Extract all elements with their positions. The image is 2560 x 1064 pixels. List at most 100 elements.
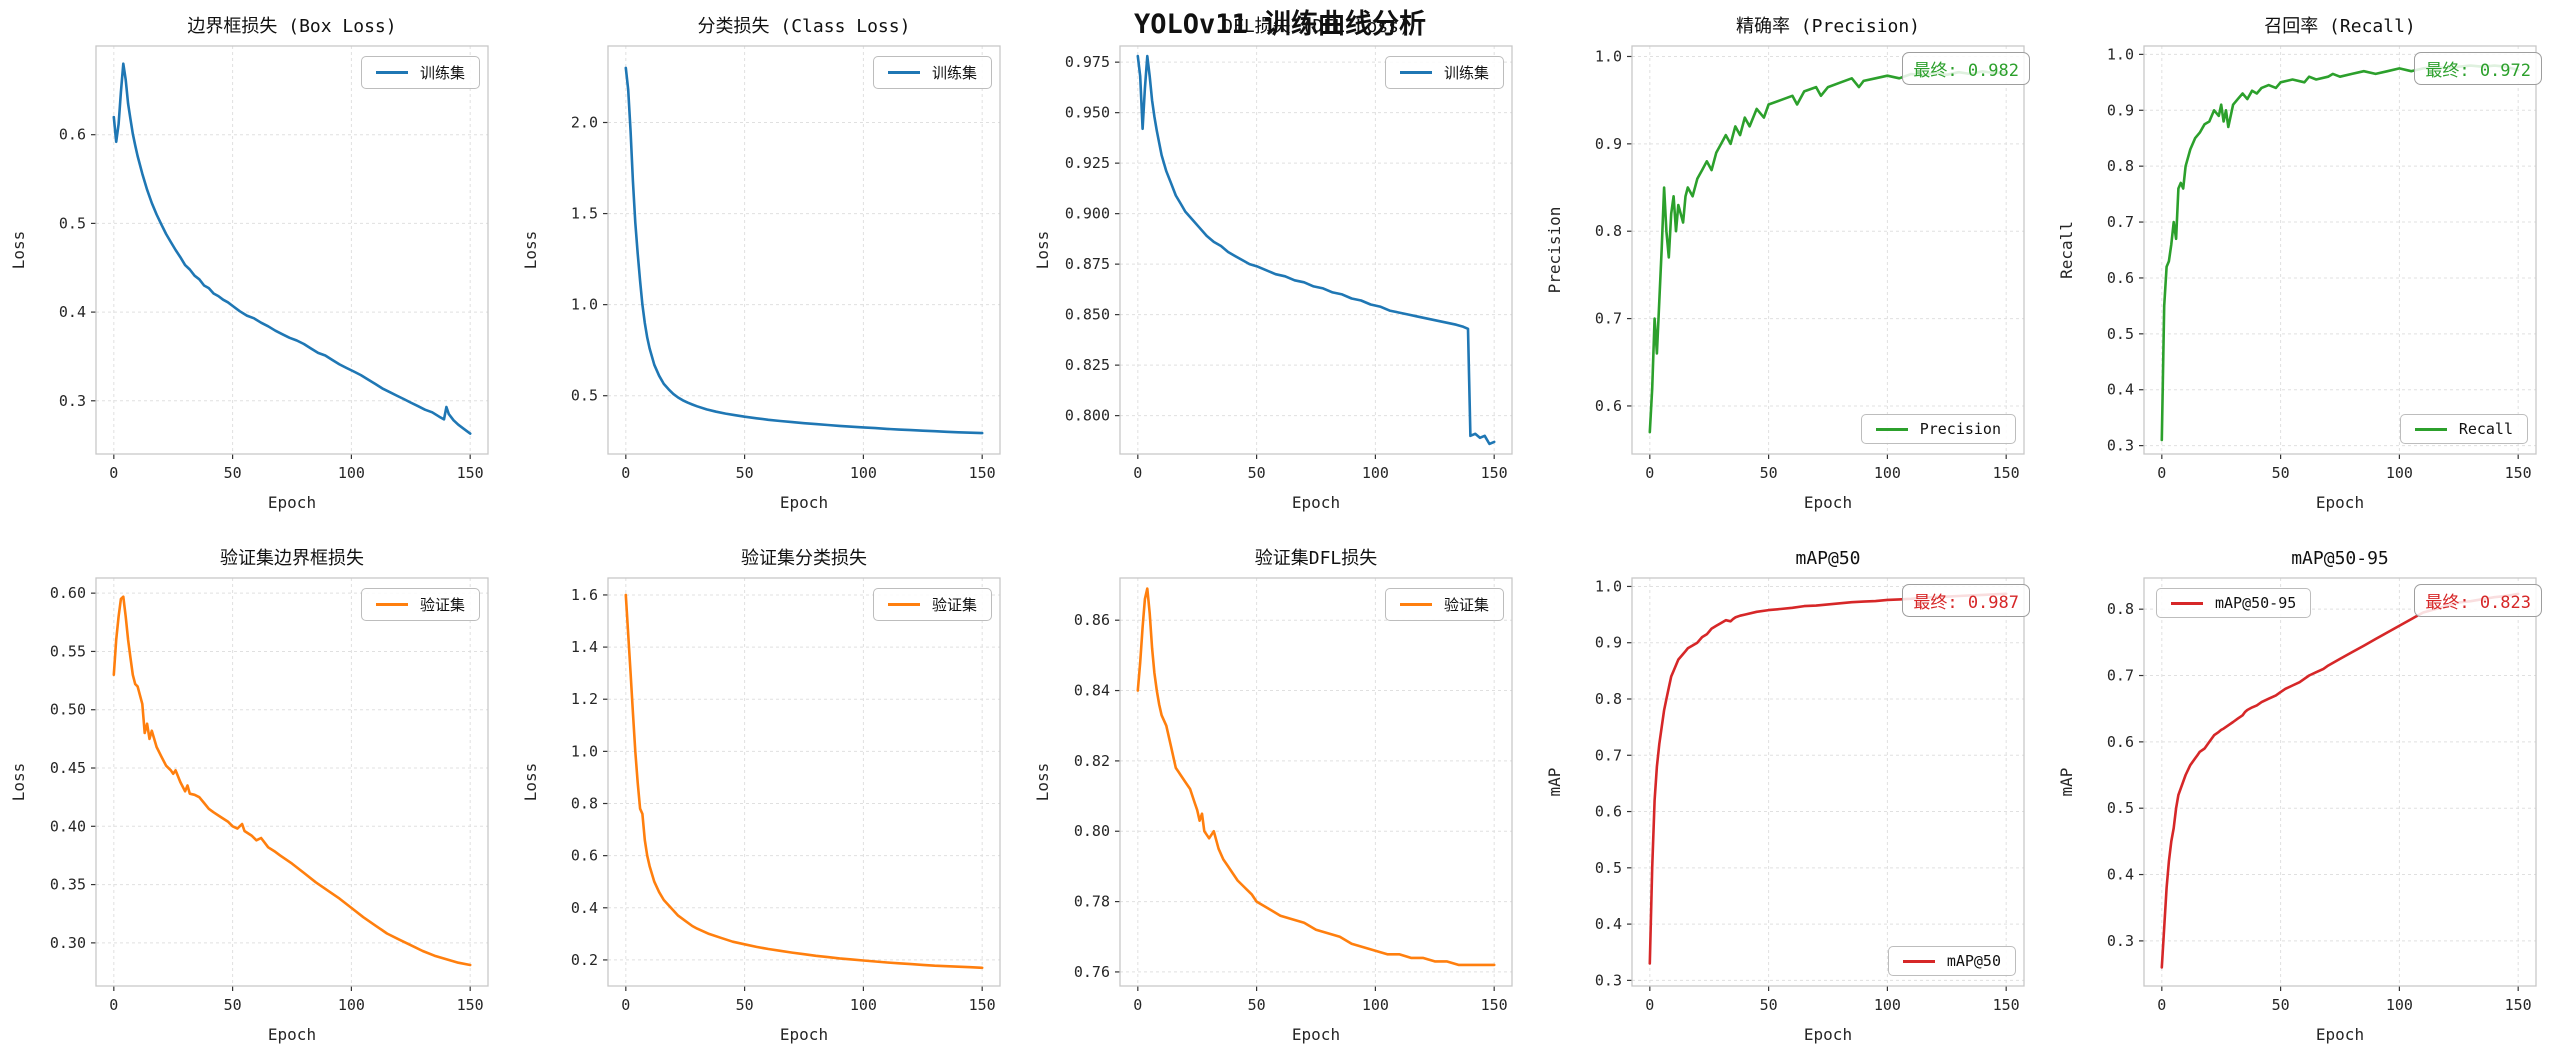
series-line-map50 bbox=[1648, 592, 2008, 965]
subplot-map50-95: 0 50 100 150 0.3 0.4 0.5 0.6 0.7 0.8 mAP@50-95 Epoc… bbox=[2048, 532, 2560, 1064]
y-tick-label: 0.4 bbox=[59, 303, 86, 321]
y-tick-label: 0.86 bbox=[1074, 611, 1110, 629]
x-axis-label: Epoch bbox=[2316, 1025, 2364, 1044]
subplot-title: 边界框损失 (Box Loss) bbox=[187, 16, 396, 37]
x-tick-label: 150 bbox=[1481, 464, 1508, 482]
subplot-precision: 0 50 100 150 0.6 0.7 0.8 0.9 1.0 精确率 (Precision) E… bbox=[1536, 0, 2048, 532]
x-tick-label: 0 bbox=[109, 464, 118, 482]
y-tick-label: 0.800 bbox=[1065, 407, 1110, 425]
legend-label: 验证集 bbox=[1443, 596, 1489, 614]
y-tick-label: 0.5 bbox=[2107, 325, 2134, 343]
legend-label: 训练集 bbox=[931, 64, 977, 82]
y-tick-label: 1.5 bbox=[571, 205, 598, 223]
y-axis-label: Loss bbox=[9, 231, 28, 270]
y-axis-label: Loss bbox=[9, 763, 28, 802]
plot-train-box-loss: 0 50 100 150 0.3 0.4 0.5 0.6 边界框损失 (Box Loss) Epo… bbox=[9, 16, 489, 512]
x-axis-label: Epoch bbox=[1292, 1025, 1340, 1044]
x-tick-label: 0 bbox=[109, 996, 118, 1014]
subplot-title: 分类损失 (Class Loss) bbox=[698, 16, 911, 37]
y-tick-label: 0.6 bbox=[1595, 397, 1622, 415]
x-tick-label: 50 bbox=[1760, 464, 1778, 482]
plot-val-class-loss: 0 50 100 150 0.2 0.4 0.6 0.8 1.0 1.2 1.4 1.6 验证集分类损失… bbox=[521, 548, 1001, 1044]
y-tick-label: 0.8 bbox=[2107, 157, 2134, 175]
y-tick-label: 0.35 bbox=[50, 876, 86, 894]
x-axis-label: Epoch bbox=[780, 1025, 828, 1044]
y-tick-label: 1.6 bbox=[571, 586, 598, 604]
axes-box bbox=[95, 45, 489, 455]
subplot-val-dfl-loss: 0 50 100 150 0.76 0.78 0.80 0.82 0.84 0.86 验证集DFL损… bbox=[1024, 532, 1536, 1064]
y-tick-label: 0.4 bbox=[571, 899, 598, 917]
legend-line-sample bbox=[2171, 601, 2203, 605]
x-tick-label: 150 bbox=[1481, 996, 1508, 1014]
final-value-annotation: 最终: 0.972 bbox=[2414, 52, 2542, 85]
subplot-recall: 0 50 100 150 0.3 0.4 0.5 0.6 0.7 0.8 0.9 1.0 召回率 (Re… bbox=[2048, 0, 2560, 532]
y-tick-label: 0.8 bbox=[2107, 600, 2134, 618]
y-tick-label: 0.5 bbox=[1595, 859, 1622, 877]
x-tick-label: 50 bbox=[224, 464, 242, 482]
y-tick-label: 0.925 bbox=[1065, 154, 1110, 172]
subplot-title: 验证集DFL损失 bbox=[1255, 548, 1378, 569]
y-tick-label: 0.9 bbox=[1595, 634, 1622, 652]
x-axis-label: Epoch bbox=[2316, 493, 2364, 512]
legend-train-box-loss: 训练集 bbox=[360, 56, 480, 89]
subplot-title: mAP@50-95 bbox=[2291, 548, 2389, 569]
series-line-recall bbox=[2160, 64, 2520, 442]
axes-box bbox=[1631, 577, 2025, 987]
legend-label: 训练集 bbox=[1443, 64, 1489, 82]
y-axis-label: Precision bbox=[1545, 207, 1564, 294]
y-tick-label: 0.2 bbox=[571, 951, 598, 969]
legend-line-sample bbox=[1875, 427, 1908, 431]
plot-train-class-loss: 0 50 100 150 0.5 1.0 1.5 2.0 分类损失 (Class Loss) Ep… bbox=[521, 16, 1001, 512]
y-tick-label: 1.0 bbox=[571, 296, 598, 314]
x-tick-label: 100 bbox=[338, 464, 365, 482]
plot-map50-95: 0 50 100 150 0.3 0.4 0.5 0.6 0.7 0.8 mAP@50-95 Epoc… bbox=[2057, 548, 2537, 1044]
y-tick-label: 0.84 bbox=[1074, 682, 1110, 700]
legend-map50: mAP@50 bbox=[1887, 946, 2016, 976]
y-tick-label: 0.7 bbox=[2107, 213, 2134, 231]
y-tick-label: 0.6 bbox=[2107, 269, 2134, 287]
subplot-val-box-loss: 0 50 100 150 0.30 0.35 0.40 0.45 0.50 0.55 0.60 验证集… bbox=[0, 532, 512, 1064]
y-tick-label: 0.825 bbox=[1065, 356, 1110, 374]
y-tick-label: 0.30 bbox=[50, 934, 86, 952]
y-axis-label: mAP bbox=[2057, 768, 2076, 797]
x-tick-label: 100 bbox=[1362, 464, 1389, 482]
x-tick-label: 50 bbox=[2272, 464, 2290, 482]
x-tick-label: 0 bbox=[621, 464, 630, 482]
legend-label: mAP@50 bbox=[1946, 952, 2001, 970]
x-axis-label: Epoch bbox=[1804, 493, 1852, 512]
plot-precision: 0 50 100 150 0.6 0.7 0.8 0.9 1.0 精确率 (Precision) E… bbox=[1545, 16, 2025, 512]
x-tick-label: 100 bbox=[1874, 464, 1901, 482]
series-line-map50-95 bbox=[2160, 592, 2520, 969]
y-tick-label: 0.76 bbox=[1074, 963, 1110, 981]
y-tick-label: 0.850 bbox=[1065, 306, 1110, 324]
y-tick-label: 0.6 bbox=[571, 847, 598, 865]
legend-label: 验证集 bbox=[931, 596, 977, 614]
legend-line-sample bbox=[1902, 959, 1935, 963]
x-tick-label: 150 bbox=[1993, 996, 2020, 1014]
x-tick-label: 150 bbox=[969, 464, 996, 482]
y-axis-label: Loss bbox=[521, 763, 540, 802]
x-tick-label: 100 bbox=[850, 464, 877, 482]
y-tick-label: 0.45 bbox=[50, 759, 86, 777]
legend-line-sample bbox=[2414, 427, 2447, 431]
subplot-title: 召回率 (Recall) bbox=[2264, 16, 2416, 37]
x-axis-label: Epoch bbox=[268, 493, 316, 512]
y-tick-label: 0.6 bbox=[2107, 733, 2134, 751]
y-tick-label: 0.950 bbox=[1065, 104, 1110, 122]
y-tick-label: 0.7 bbox=[1595, 746, 1622, 764]
y-tick-label: 0.5 bbox=[571, 387, 598, 405]
x-tick-label: 50 bbox=[2272, 996, 2290, 1014]
y-tick-label: 0.4 bbox=[2107, 866, 2134, 884]
subplot-title: mAP@50 bbox=[1795, 548, 1860, 569]
y-axis-label: Loss bbox=[1033, 763, 1052, 802]
x-tick-label: 0 bbox=[1133, 464, 1142, 482]
axes-box bbox=[2143, 577, 2537, 987]
y-tick-label: 0.9 bbox=[1595, 135, 1622, 153]
y-tick-label: 1.0 bbox=[1595, 47, 1622, 65]
y-tick-label: 0.6 bbox=[1595, 803, 1622, 821]
y-tick-label: 0.6 bbox=[59, 126, 86, 144]
x-tick-label: 0 bbox=[621, 996, 630, 1014]
legend-line-sample bbox=[1399, 603, 1432, 606]
x-tick-label: 0 bbox=[1133, 996, 1142, 1014]
